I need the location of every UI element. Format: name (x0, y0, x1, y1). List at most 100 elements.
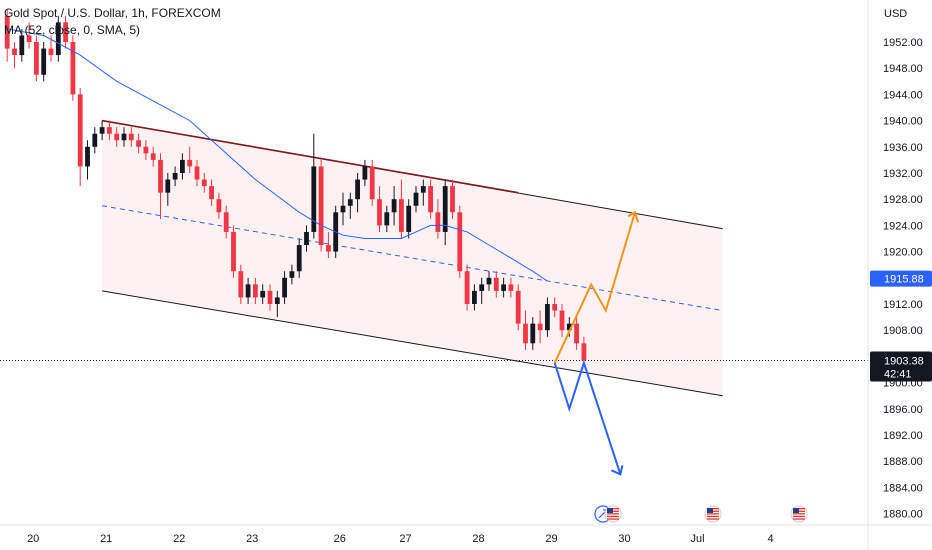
candle (223, 205, 229, 239)
candle (158, 153, 163, 219)
candle (253, 277, 258, 304)
candle (530, 317, 536, 350)
candle-body (209, 186, 214, 200)
candle (326, 231, 331, 259)
candle (245, 277, 251, 304)
candle (479, 277, 485, 304)
y-tick-label: 1908.00 (883, 325, 923, 337)
candle (26, 22, 32, 49)
candle-body (121, 133, 127, 141)
candle (70, 35, 76, 101)
candle-body (245, 284, 251, 298)
candle-body (486, 277, 492, 285)
candle-body (165, 179, 171, 193)
candle-body (442, 186, 448, 232)
candle (413, 186, 419, 213)
us-flag-event-icon (790, 505, 808, 523)
candle-body (85, 146, 90, 167)
candle-body (172, 173, 178, 180)
candle-body (41, 48, 47, 75)
candle-body (34, 42, 39, 75)
currency-label: USD (884, 8, 907, 20)
candle-body (201, 179, 207, 187)
channel-upper-dark-line (101, 119, 519, 194)
y-tick-label: 1920.00 (883, 247, 923, 259)
ma-value-tag (870, 270, 932, 287)
y-tick-label: 1924.00 (883, 220, 923, 232)
candle-body (4, 15, 10, 49)
candle-body (260, 290, 266, 298)
candle (114, 127, 120, 147)
candle-body (12, 48, 17, 56)
candle-body (187, 159, 193, 167)
candle-body (158, 159, 163, 193)
candle (559, 304, 565, 337)
y-tick-label: 1912.00 (883, 299, 923, 311)
candle (55, 15, 61, 62)
candle-body (406, 205, 412, 232)
candle-body (26, 35, 32, 42)
candle-body (457, 212, 463, 272)
candle (428, 179, 433, 219)
candle-body (479, 284, 485, 291)
candle (187, 146, 193, 173)
candle (231, 225, 236, 278)
candle-body (318, 166, 324, 246)
candle-body (19, 35, 25, 56)
candle (12, 42, 17, 69)
candle-body (107, 127, 112, 134)
candle (136, 133, 141, 154)
x-tick-label: 27 (399, 533, 411, 545)
candle (515, 284, 521, 331)
candle (180, 153, 185, 180)
candle-body (413, 192, 419, 206)
candle (391, 186, 397, 226)
us-flag-event-icon (704, 505, 722, 523)
x-tick-label: 20 (27, 533, 39, 545)
current-price-text: 1903.38 (884, 355, 924, 367)
us-flag-event-icon (604, 505, 622, 523)
candle-body (559, 310, 565, 331)
candle-body (493, 277, 499, 291)
candle-body (428, 186, 433, 213)
bullish-projection-path (553, 212, 636, 364)
y-tick-label: 1928.00 (883, 194, 923, 206)
chart-title: Gold Spot / U.S. Dollar, 1h, FOREXCOM (4, 6, 221, 20)
candle-body (216, 199, 222, 213)
channel-mid-line (102, 205, 723, 312)
candle-body (435, 212, 441, 232)
y-tick-label: 1936.00 (883, 142, 923, 154)
candle (523, 310, 528, 350)
x-tick-label: 28 (472, 533, 484, 545)
candle (340, 192, 346, 226)
candle (472, 284, 477, 311)
candle-body (347, 199, 353, 206)
candle-body (253, 284, 258, 298)
x-tick-label: Jul (690, 533, 704, 545)
candle (165, 173, 171, 206)
candle-body (369, 166, 375, 200)
y-tick-label: 1944.00 (883, 89, 923, 101)
candle (107, 120, 112, 141)
candle-body (63, 22, 68, 42)
candle-body (92, 133, 98, 147)
candle (435, 199, 441, 239)
candle-body (311, 166, 317, 232)
candle-body (77, 94, 83, 167)
channel-lower-line (102, 290, 723, 397)
current-price-tag (870, 351, 932, 382)
candle (92, 127, 98, 154)
candle (19, 28, 25, 62)
candle-body (464, 271, 470, 304)
candle-body (508, 284, 514, 291)
candle (384, 205, 390, 232)
candle (464, 264, 470, 311)
candle-body (530, 323, 536, 344)
candle (150, 146, 156, 167)
candle (274, 290, 280, 318)
candle (318, 159, 324, 252)
candle (347, 192, 353, 219)
candle-body (55, 22, 61, 56)
